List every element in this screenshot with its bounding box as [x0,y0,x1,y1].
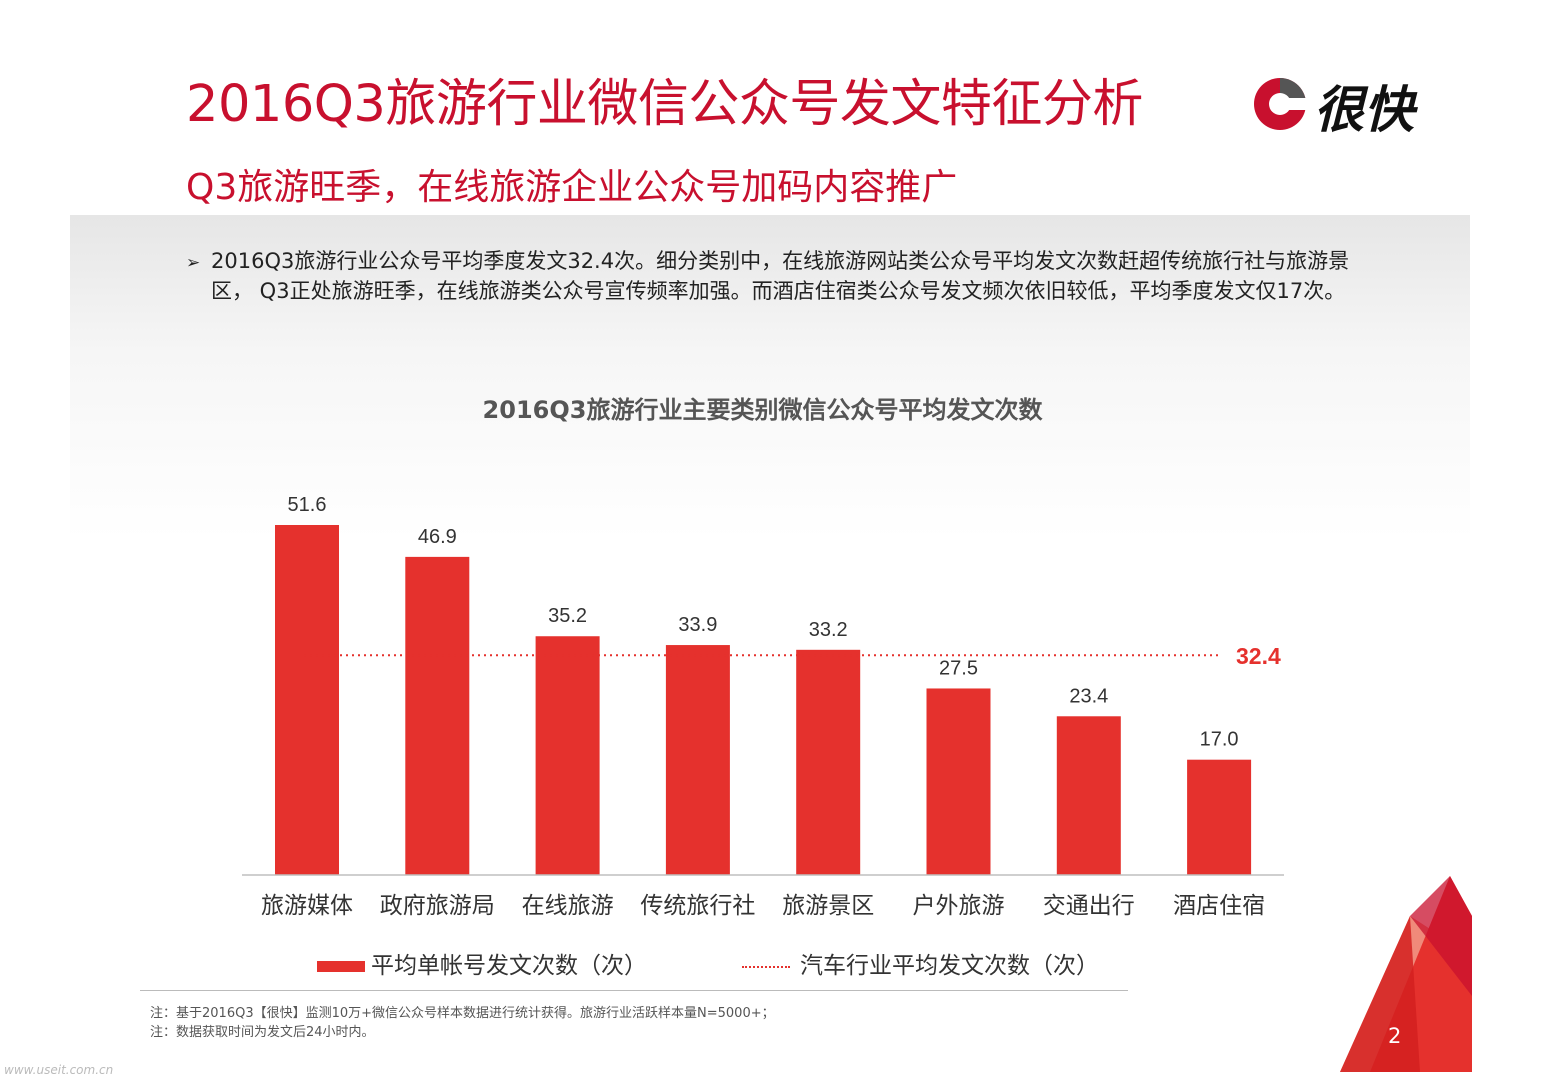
chart-title: 2016Q3旅游行业主要类别微信公众号平均发文次数 [482,396,1043,424]
average-value-label: 32.4 [1236,643,1281,669]
summary-text: 2016Q3旅游行业公众号平均季度发文32.4次。细分类别中，在线旅游网站类公众… [211,249,1350,303]
legend-item-bar: 平均单帐号发文次数（次） [317,946,647,980]
corner-triangle-decoration [1340,876,1472,1072]
x-axis-tick-label: 政府旅游局 [380,893,495,919]
notes-divider [140,990,1128,991]
bar [275,525,339,875]
x-axis-tick-label: 户外旅游 [913,893,1005,919]
watermark-text: www.useit.com.cn [4,1063,114,1077]
x-axis-tick-label: 酒店住宿 [1173,893,1265,919]
bar [796,649,861,875]
x-axis-tick-label: 在线旅游 [522,893,614,919]
bar-value-label: 51.6 [288,494,327,516]
page-number: 2 [1388,1024,1402,1048]
x-axis-tick-label: 交通出行 [1043,893,1135,919]
logo-text: 很快 [1314,81,1414,139]
footnote: 注：数据获取时间为发文后24小时内。 [150,1025,375,1040]
bar-value-label: 17.0 [1200,729,1239,751]
x-axis-tick-label: 旅游媒体 [261,893,353,919]
bar [1056,716,1121,875]
bullet-arrow-icon: ➢ [186,253,201,273]
legend-item-line: 汽车行业平均发文次数（次） [742,946,1099,980]
bar-value-label: 27.5 [939,657,978,679]
page-title: 2016Q3旅游行业微信公众号发文特征分析 [186,75,1143,134]
bar-value-label: 33.9 [678,614,717,636]
bar-value-label: 23.4 [1069,685,1108,707]
legend-bar-swatch [317,961,365,972]
page-subtitle: Q3旅游旺季，在线旅游企业公众号加码内容推广 [186,167,958,208]
legend-bar-label: 平均单帐号发文次数（次） [371,953,647,979]
bar-value-label: 33.2 [809,619,848,641]
brand-logo: 很快 [1250,70,1430,139]
bar-value-label: 35.2 [548,605,587,627]
bar [1187,759,1252,875]
legend-line-label: 汽车行业平均发文次数（次） [800,953,1099,979]
x-axis-tick-label: 传统旅行社 [640,893,755,919]
bar [535,636,600,875]
bar [405,556,470,875]
bar-value-label: 46.9 [418,526,457,548]
legend-line-swatch [742,965,790,968]
bar [665,645,730,875]
footnote: 注：基于2016Q3【很快】监测10万+微信公众号样本数据进行统计获得。旅游行业… [150,1006,775,1021]
bar [926,688,991,875]
logo-mark-icon [1254,78,1308,130]
x-axis-tick-label: 旅游景区 [782,893,874,919]
